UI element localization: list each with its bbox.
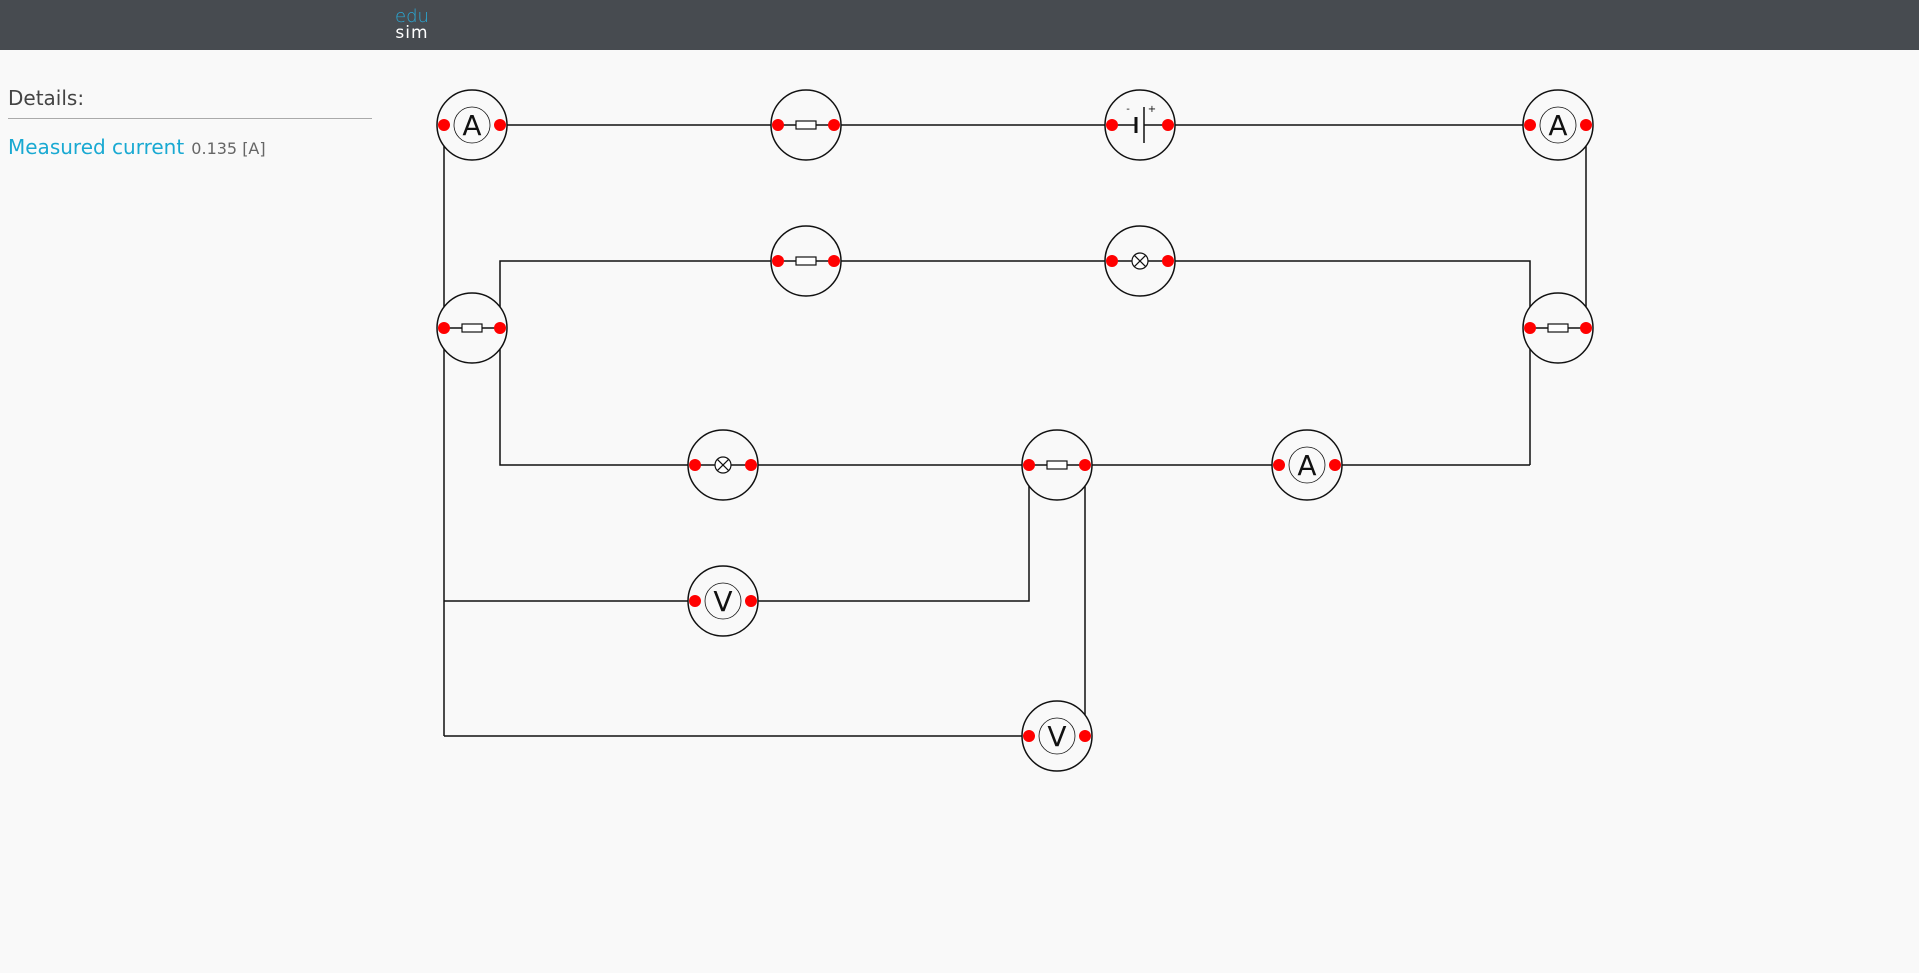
terminal-node[interactable] [1079,459,1091,471]
ammeter-label: A [1297,449,1316,482]
terminal-node[interactable] [494,322,506,334]
terminal-node[interactable] [745,459,757,471]
voltmeter-label: V [713,585,732,618]
top-bar: edu sim [0,0,1919,50]
terminal-node[interactable] [1023,730,1035,742]
resistor-component[interactable] [1021,429,1093,501]
terminal-node[interactable] [772,119,784,131]
ammeter-component[interactable]: A [1271,429,1343,501]
details-panel: Details: Measured current 0.135 [A] [8,86,372,159]
ammeter-component[interactable]: A [1522,89,1594,161]
terminal-node[interactable] [494,119,506,131]
terminal-node[interactable] [1524,119,1536,131]
edusim-logo[interactable]: edu sim [392,8,432,42]
terminal-node[interactable] [689,459,701,471]
battery-plus-sign: + [1148,104,1156,115]
battery-minus-sign: - [1126,104,1130,115]
property-value: 0.135 [A] [191,139,266,158]
resistor-component[interactable] [436,292,508,364]
terminal-node[interactable] [1273,459,1285,471]
terminal-node[interactable] [1162,255,1174,267]
terminal-node[interactable] [1106,255,1118,267]
property-row: Measured current 0.135 [A] [8,135,372,159]
lamp-component[interactable] [1104,225,1176,297]
terminal-node[interactable] [772,255,784,267]
ammeter-label: A [1548,109,1567,142]
resistor-component[interactable] [770,225,842,297]
terminal-node[interactable] [438,119,450,131]
terminal-node[interactable] [1329,459,1341,471]
logo-top-text: edu [395,6,429,27]
voltmeter-label: V [1047,720,1066,753]
terminal-node[interactable] [1106,119,1118,131]
terminal-node[interactable] [1580,119,1592,131]
resistor-component[interactable] [1522,292,1594,364]
voltmeter-component[interactable]: V [1021,700,1093,772]
terminal-node[interactable] [1023,459,1035,471]
ammeter-component[interactable]: A [436,89,508,161]
terminal-node[interactable] [438,322,450,334]
logo-bottom-text: sim [395,23,429,43]
property-name: Measured current [8,135,185,159]
resistor-component[interactable] [770,89,842,161]
terminal-node[interactable] [1580,322,1592,334]
terminal-node[interactable] [828,255,840,267]
battery-component[interactable]: - + [1104,89,1176,161]
terminal-node[interactable] [689,595,701,607]
wires [443,124,1587,737]
terminal-node[interactable] [745,595,757,607]
details-title: Details: [8,86,372,119]
voltmeter-component[interactable]: V [687,565,759,637]
lamp-component[interactable] [687,429,759,501]
terminal-node[interactable] [828,119,840,131]
terminal-node[interactable] [1524,322,1536,334]
ammeter-label: A [462,109,481,142]
terminal-node[interactable] [1162,119,1174,131]
terminal-node[interactable] [1079,730,1091,742]
